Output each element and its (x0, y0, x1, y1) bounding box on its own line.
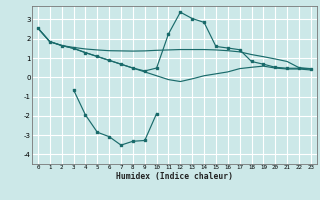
X-axis label: Humidex (Indice chaleur): Humidex (Indice chaleur) (116, 172, 233, 181)
